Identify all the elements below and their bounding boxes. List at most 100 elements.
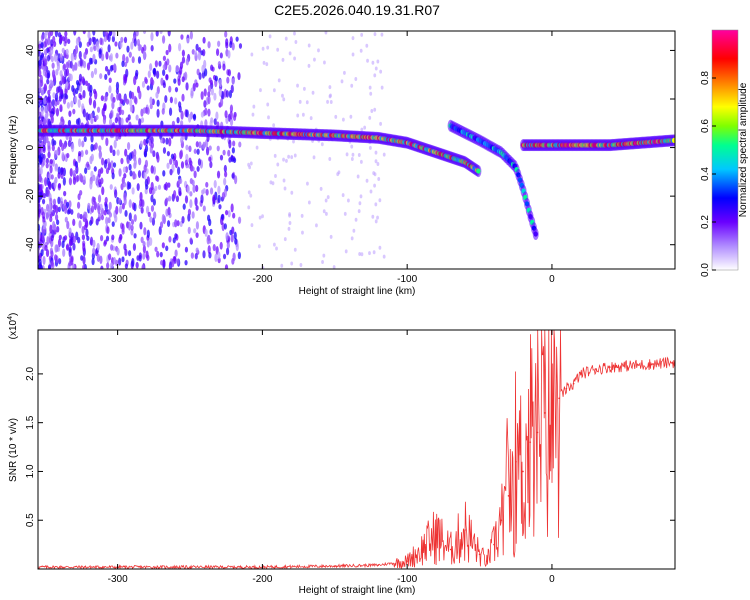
noise-speckle: [312, 155, 316, 160]
noise-speckle: [210, 87, 214, 96]
noise-speckle: [201, 143, 206, 150]
noise-speckle: [207, 245, 211, 255]
noise-speckle: [380, 32, 384, 37]
noise-speckle: [125, 98, 130, 105]
noise-speckle: [104, 31, 108, 37]
noise-speckle: [48, 264, 52, 269]
noise-speckle: [195, 221, 200, 230]
noise-speckle: [268, 34, 272, 39]
noise-speckle: [138, 44, 143, 51]
noise-speckle: [100, 214, 105, 221]
noise-speckle: [122, 166, 127, 173]
noise-speckle: [356, 174, 360, 179]
noise-speckle: [68, 227, 72, 237]
noise-speckle: [322, 253, 326, 258]
noise-speckle: [208, 156, 212, 162]
noise-speckle: [151, 79, 155, 86]
noise-speckle: [46, 188, 50, 197]
noise-speckle: [195, 205, 199, 211]
noise-speckle: [87, 31, 91, 40]
noise-speckle: [220, 214, 224, 220]
noise-speckle: [141, 264, 145, 269]
noise-speckle: [68, 241, 72, 247]
noise-speckle: [154, 246, 158, 252]
noise-speckle: [193, 228, 197, 234]
noise-speckle: [341, 193, 345, 198]
noise-speckle: [54, 244, 58, 253]
noise-speckle: [198, 141, 202, 149]
colorbar-ticks: 0.0 0.2 0.4 0.6 0.8: [700, 71, 716, 277]
noise-speckle: [66, 209, 71, 215]
noise-speckle: [150, 205, 155, 212]
noise-speckle: [237, 72, 241, 81]
noise-speckle: [258, 215, 262, 220]
noise-speckle: [149, 103, 153, 110]
noise-speckle: [184, 159, 188, 166]
noise-speckle: [157, 184, 162, 190]
noise-speckle: [212, 244, 216, 252]
noise-speckle: [52, 221, 56, 230]
noise-speckle: [50, 46, 54, 56]
noise-speckle: [62, 248, 66, 258]
noise-speckle: [124, 148, 128, 157]
noise-speckle: [121, 202, 125, 210]
noise-speckle: [91, 257, 95, 266]
noise-speckle: [169, 158, 173, 165]
noise-speckle: [207, 95, 211, 105]
noise-speckle: [368, 85, 372, 90]
noise-speckle: [177, 78, 181, 86]
noise-speckle: [150, 32, 154, 42]
noise-speckle: [187, 208, 192, 216]
noise-speckle: [186, 37, 190, 44]
noise-speckle: [82, 89, 86, 99]
noise-speckle: [217, 40, 221, 47]
noise-speckle: [105, 137, 109, 147]
noise-speckle: [104, 65, 109, 72]
noise-speckle: [202, 49, 206, 57]
noise-speckle: [277, 78, 281, 83]
noise-speckle: [93, 201, 97, 211]
noise-speckle: [165, 49, 169, 56]
noise-speckle: [96, 106, 101, 113]
noise-speckle: [351, 152, 355, 157]
noise-speckle: [82, 242, 86, 252]
snr-data-point: [514, 460, 517, 463]
noise-speckle: [171, 258, 175, 268]
noise-speckle: [309, 116, 313, 121]
noise-speckle: [56, 225, 60, 233]
noise-speckle: [217, 60, 221, 67]
noise-speckle: [88, 96, 92, 106]
snr-data-point: [435, 534, 437, 536]
noise-speckle: [194, 252, 198, 260]
noise-speckle: [184, 246, 189, 253]
noise-speckle: [45, 157, 49, 164]
noise-speckle: [135, 261, 139, 269]
noise-speckle: [57, 206, 61, 213]
noise-speckle: [325, 211, 328, 216]
snr-data-point: [406, 560, 408, 562]
noise-speckle: [74, 95, 78, 104]
noise-speckle: [79, 189, 83, 196]
noise-speckle: [132, 243, 137, 251]
noise-speckle: [209, 161, 213, 169]
noise-speckle: [52, 35, 56, 44]
noise-speckle: [133, 202, 137, 212]
noise-speckle: [126, 45, 130, 53]
noise-speckle: [52, 92, 56, 99]
noise-speckle: [177, 179, 181, 185]
noise-speckle: [47, 69, 51, 79]
noise-speckle: [208, 218, 212, 227]
noise-speckle: [373, 183, 376, 188]
noise-speckle: [82, 108, 86, 118]
noise-speckle: [313, 57, 316, 62]
noise-speckle: [184, 259, 188, 266]
snr-y-ticks: 0.5 1.0 1.5 2.0: [25, 367, 675, 527]
noise-speckle: [360, 252, 364, 257]
noise-speckle: [371, 214, 375, 219]
noise-speckle: [255, 145, 259, 150]
noise-speckle: [65, 61, 69, 69]
noise-speckle: [53, 179, 57, 189]
noise-speckle: [113, 63, 117, 72]
noise-speckle: [109, 184, 113, 190]
noise-speckle: [292, 139, 295, 144]
